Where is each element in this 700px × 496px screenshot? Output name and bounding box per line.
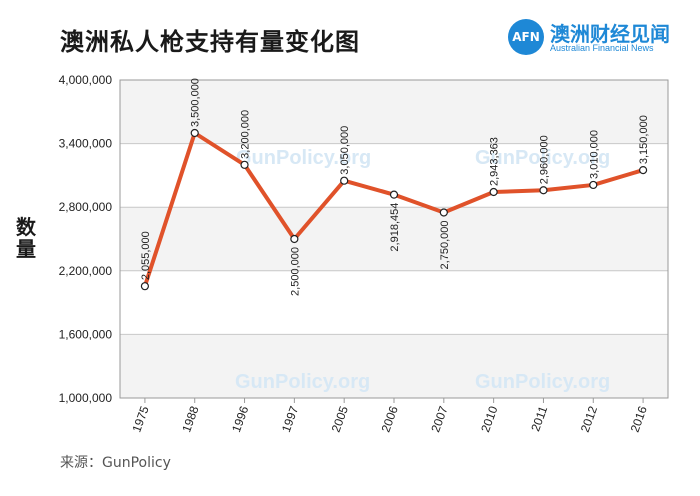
- data-point: [489, 187, 498, 197]
- data-label: 2,918,454: [389, 203, 401, 252]
- y-tick-label: 1,000,000: [59, 391, 113, 405]
- brand-name-cn: 澳洲财经见闻: [550, 22, 670, 46]
- y-tick-label: 4,000,000: [59, 73, 113, 87]
- watermark-text: GunPolicy.org: [475, 147, 610, 169]
- data-point: [389, 190, 399, 199]
- x-tick-label: 2006: [379, 404, 401, 434]
- plot-band: [120, 334, 668, 398]
- brand-name-en: Australian Financial News: [550, 43, 654, 53]
- data-point: [539, 186, 548, 195]
- chart-title: 澳洲私人枪支持有量变化图: [60, 28, 360, 56]
- data-point: [638, 166, 648, 175]
- data-label: 3,500,000: [190, 78, 202, 127]
- x-tick-label: 2010: [478, 404, 500, 434]
- x-tick-label: 2005: [329, 404, 351, 434]
- y-tick-label: 2,200,000: [59, 264, 113, 278]
- y-tick-label: 1,600,000: [59, 327, 113, 341]
- data-point: [290, 234, 299, 244]
- data-label: 3,010,000: [588, 130, 600, 179]
- x-tick-label: 1997: [279, 404, 301, 434]
- data-label: 2,500,000: [289, 247, 301, 296]
- data-label: 2,960,000: [538, 135, 550, 184]
- plot-band: [120, 207, 668, 271]
- data-point: [240, 160, 249, 169]
- data-label: 3,050,000: [339, 126, 351, 175]
- data-label: 2,055,000: [140, 231, 152, 280]
- x-tick-label: 2012: [578, 404, 600, 434]
- data-label: 3,150,000: [638, 115, 650, 164]
- data-point: [589, 180, 598, 190]
- brand: AFN 澳洲财经见闻 Australian Financial News: [508, 18, 698, 58]
- data-point: [340, 176, 349, 185]
- data-point: [190, 128, 199, 138]
- source-note: 来源：GunPolicy: [60, 455, 171, 471]
- data-label: 2,943,363: [489, 137, 501, 186]
- x-tick-label: 2007: [428, 404, 450, 434]
- x-tick-label: 1975: [129, 404, 151, 434]
- watermark-text: GunPolicy.org: [236, 147, 371, 169]
- y-axis-label: 数量: [16, 215, 36, 261]
- y-tick-label: 2,800,000: [59, 200, 113, 214]
- data-label: 3,200,000: [240, 110, 252, 159]
- afn-logo-icon: AFN: [508, 19, 544, 55]
- watermark-text: GunPolicy.org: [475, 371, 610, 393]
- x-tick-label: 1996: [229, 404, 251, 434]
- x-tick-label: 2011: [528, 404, 550, 433]
- data-point: [439, 208, 448, 217]
- data-label: 2,750,000: [439, 221, 451, 270]
- plot-band: [120, 80, 668, 144]
- watermark-text: GunPolicy.org: [235, 371, 370, 393]
- data-point: [140, 282, 150, 291]
- plot-band: [120, 270, 668, 335]
- x-tick-label: 1988: [179, 404, 201, 434]
- x-tick-label: 2016: [628, 404, 650, 434]
- y-tick-label: 3,400,000: [59, 137, 113, 151]
